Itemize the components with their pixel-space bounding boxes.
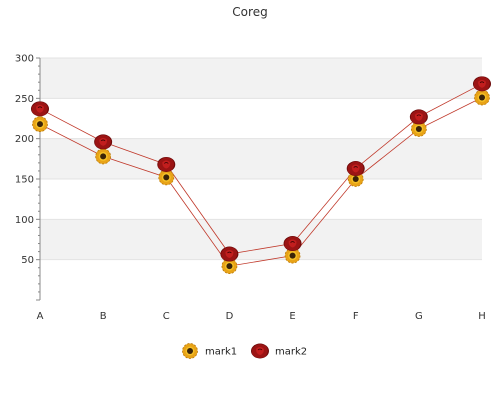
grid-band [40,259,482,300]
sunflower-point-mark1 [474,89,490,106]
x-tick-label: A [37,311,44,322]
legend-rose-icon [250,343,270,359]
x-tick-label: E [289,311,295,322]
grid-band [40,98,482,139]
rose-point-mark2 [472,75,492,92]
y-tick-label: 100 [15,215,34,226]
sunflower-point-mark1 [32,116,48,133]
series-line-mark2 [39,83,483,255]
y-tick-label: 150 [15,175,34,186]
legend-sunflower-icon [182,343,198,359]
sunflower-point-mark1 [158,169,175,186]
sunflower-point-mark1 [95,148,112,165]
x-tick-label: F [353,311,359,322]
y-tick-label: 300 [15,54,34,65]
grid-band [40,58,482,99]
x-tick-label: B [100,311,107,322]
rose-point-mark2 [156,156,176,173]
series-line-mark1 [39,97,483,267]
x-tick-label: H [478,311,486,322]
rose-point-mark2 [220,246,239,262]
legend-label-mark2: mark2 [275,347,307,358]
y-tick-label: 50 [21,255,34,266]
rose-point-mark2 [346,160,366,177]
x-tick-label: D [226,311,234,322]
y-tick-label: 250 [15,94,34,105]
x-tick-label: G [415,311,423,322]
rose-point-mark2 [93,133,113,150]
legend-label-mark1: mark1 [205,347,237,358]
grid-band [40,219,482,260]
chart-title: Coreg [232,5,267,19]
grid-band [40,179,482,220]
rose-point-mark2 [409,108,429,125]
x-tick-label: C [163,311,170,322]
y-tick-label: 200 [15,134,34,145]
rose-point-mark2 [283,235,302,252]
